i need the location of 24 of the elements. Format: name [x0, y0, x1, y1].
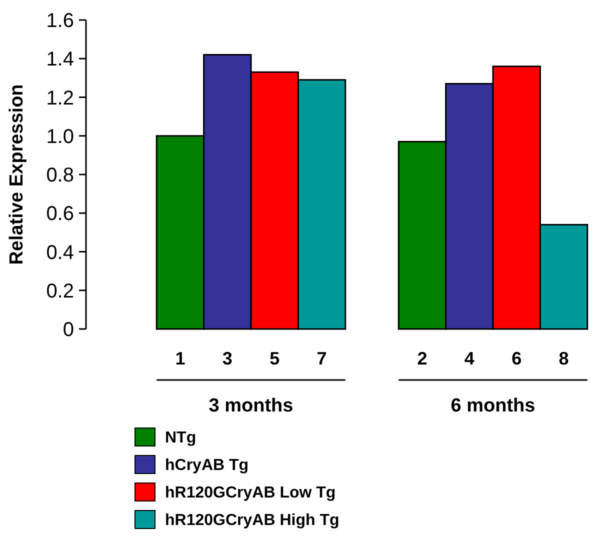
legend-label: hR120GCryAB Low Tg: [165, 484, 336, 502]
x-tick-label: 3 months: [208, 396, 294, 417]
legend-label: hCryAB Tg: [165, 457, 249, 474]
y-tick-label: 0.4: [46, 242, 74, 264]
text: 1: [175, 348, 186, 368]
text: 3: [222, 348, 232, 368]
y-tick-label: 1.4: [46, 48, 74, 71]
text: 8: [558, 348, 569, 368]
legend-label: NTg: [165, 430, 196, 447]
text: 7: [316, 348, 327, 368]
legend-label: hR120GCryAB High Tg: [165, 512, 340, 530]
y-tick-label: 1.0: [46, 126, 74, 148]
text: 2: [417, 348, 428, 368]
y-tick-label: 1.2: [46, 87, 74, 110]
y-tick-label: 0.6: [46, 203, 74, 226]
y-tick-label: 0.2: [46, 280, 74, 302]
x-tick-label: 6 months: [450, 396, 536, 417]
y-axis-title: Relative Expression: [6, 84, 28, 265]
text: 6: [512, 348, 522, 368]
y-tick-label: 1.6: [46, 10, 74, 32]
text: 4: [464, 348, 474, 368]
y-tick-label: 0: [62, 319, 74, 341]
text: 5: [270, 348, 280, 368]
y-tick-label: 0.8: [46, 164, 74, 186]
